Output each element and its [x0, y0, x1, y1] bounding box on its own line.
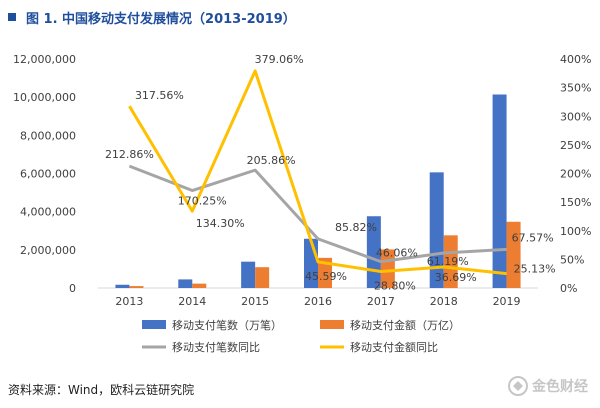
figure-title: 图 1. 中国移动支付发展情况（2013-2019） — [26, 11, 296, 27]
y-left-tick-label: 8,000,000 — [20, 129, 76, 142]
x-tick-label: 2015 — [241, 295, 269, 308]
legend-label: 移动支付金额（万亿） — [350, 318, 460, 332]
line-data-label: 170.25% — [178, 195, 227, 208]
x-tick-label: 2019 — [493, 295, 521, 308]
line-count-yoy — [128, 164, 507, 264]
line-data-label: 67.57% — [512, 231, 554, 244]
y-right-tick-label: 200% — [560, 168, 591, 181]
line-data-label: 45.59% — [305, 270, 347, 283]
line-data-label: 36.69% — [435, 271, 477, 284]
y-right-tick-label: 100% — [560, 225, 591, 238]
bar-count — [241, 261, 256, 288]
line-data-label: 61.19% — [427, 255, 469, 268]
legend-label: 移动支付金额同比 — [350, 340, 438, 354]
x-tick-label: 2013 — [115, 295, 143, 308]
y-left-tick-label: 2,000,000 — [20, 244, 76, 257]
bar-amount — [129, 286, 144, 288]
bar-amount — [318, 257, 332, 288]
figure-title-row: 图 1. 中国移动支付发展情况（2013-2019） — [8, 7, 296, 27]
legend-swatch — [142, 320, 166, 329]
line-data-label: 85.82% — [335, 221, 377, 234]
y-right-tick-label: 350% — [560, 82, 591, 95]
watermark: 金色财经 — [508, 376, 588, 396]
bar-amount — [255, 267, 270, 288]
line-data-label: 46.06% — [376, 247, 418, 260]
legend-swatch — [320, 320, 344, 329]
line-data-label: 28.80% — [374, 280, 416, 293]
y-right-tick-label: 0% — [560, 282, 577, 295]
source-note: 资料来源：Wind，欧科云链研究院 — [8, 383, 195, 397]
title-square-marker — [8, 13, 16, 21]
bar-count — [429, 172, 444, 288]
line-data-label: 134.30% — [196, 217, 245, 230]
x-tick-label: 2016 — [304, 295, 332, 308]
bar-count — [115, 284, 130, 288]
bar-amount — [506, 221, 521, 288]
watermark-text: 金色财经 — [532, 379, 588, 395]
y-left-tick-label: 10,000,000 — [13, 91, 76, 104]
y-right-tick-label: 150% — [560, 196, 591, 209]
y-left-tick-label: 0 — [69, 282, 76, 295]
watermark-logo-icon — [508, 376, 528, 396]
line-data-label: 379.06% — [255, 53, 304, 66]
bar-count — [178, 279, 193, 288]
y-right-tick-label: 300% — [560, 110, 591, 123]
bar-count — [492, 94, 507, 288]
line-data-label: 205.86% — [247, 154, 296, 167]
y-right-tick-label: 250% — [560, 139, 591, 152]
x-tick-label: 2017 — [367, 295, 395, 308]
y-right-tick-label: 50% — [560, 253, 584, 266]
y-left-tick-label: 4,000,000 — [20, 206, 76, 219]
line-data-label: 212.86% — [105, 148, 154, 161]
line-data-label: 317.56% — [135, 89, 184, 102]
y-left-tick-label: 12,000,000 — [13, 53, 76, 66]
x-tick-label: 2014 — [178, 295, 206, 308]
line-amount-yoy — [128, 69, 507, 276]
bar-amount — [443, 235, 458, 288]
y-right-tick-label: 400% — [560, 53, 591, 66]
legend-label: 移动支付笔数同比 — [172, 340, 260, 354]
x-tick-label: 2018 — [430, 295, 458, 308]
bar-amount — [192, 283, 207, 288]
y-left-tick-label: 6,000,000 — [20, 168, 76, 181]
mobile-payment-chart: 0 2,000,000 4,000,000 6,000,000 8,000,000 10,… — [13, 53, 591, 354]
line-data-label: 25.13% — [514, 263, 556, 276]
legend-label: 移动支付笔数（万笔） — [172, 318, 282, 332]
